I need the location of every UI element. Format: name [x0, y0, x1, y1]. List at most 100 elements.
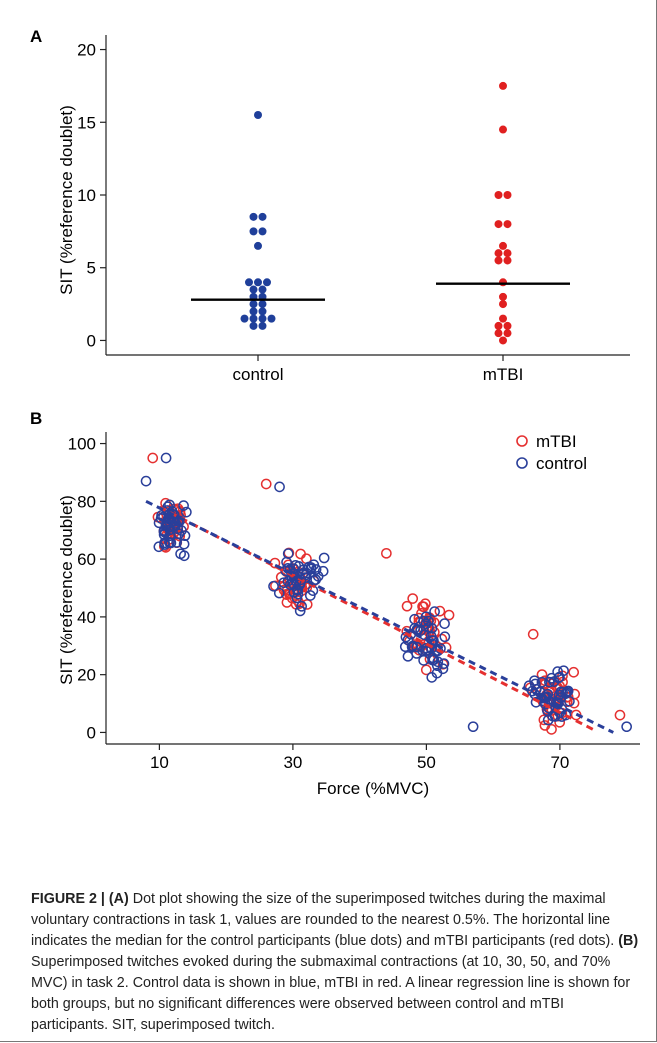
data-point [499, 241, 507, 250]
data-point [310, 574, 322, 585]
data-point [291, 592, 303, 604]
data-point [503, 321, 512, 330]
legend-marker [516, 435, 528, 447]
data-point [539, 692, 550, 703]
data-point [268, 580, 279, 592]
panel-a-dots [191, 81, 570, 345]
data-point [254, 111, 262, 119]
panel-b-points [140, 452, 633, 735]
data-point [530, 696, 542, 708]
data-point [536, 676, 548, 688]
data-point [295, 548, 306, 560]
y-tick-label: 0 [87, 331, 96, 350]
data-point [249, 321, 258, 330]
figure-caption: FIGURE 2 | (A) Dot plot showing the size… [31, 889, 643, 1036]
data-point [536, 669, 548, 680]
data-point [428, 654, 440, 666]
data-point [503, 191, 512, 199]
data-point [258, 321, 267, 330]
data-point [436, 633, 448, 645]
y-tick-label: 60 [77, 550, 96, 569]
data-point [318, 552, 330, 564]
data-point [282, 576, 294, 587]
panel-b-legend: mTBI control [516, 432, 587, 473]
data-point [249, 212, 258, 221]
data-point [249, 314, 258, 323]
data-point [494, 249, 503, 258]
data-point [494, 256, 503, 265]
data-point [278, 577, 290, 589]
data-point [499, 292, 507, 301]
caption-part-b-label: (B) [618, 933, 639, 949]
x-tick-label: mTBI [483, 365, 524, 384]
data-point [568, 697, 580, 709]
y-tick-label: 100 [68, 435, 96, 454]
y-tick-label: 10 [77, 186, 96, 205]
data-point [503, 249, 512, 258]
data-point [258, 227, 267, 236]
y-tick-label: 5 [87, 259, 96, 278]
data-point [158, 529, 170, 541]
data-point [164, 530, 176, 542]
data-point [499, 300, 507, 309]
data-point [443, 609, 455, 621]
figure-svg: A SIT (%reference doublet) 0 5 10 15 20 contr… [30, 27, 640, 798]
data-point [494, 329, 503, 338]
data-point [260, 478, 272, 490]
data-point [140, 475, 152, 487]
data-point [494, 220, 503, 229]
data-point [164, 537, 175, 548]
data-point [249, 300, 258, 309]
data-point [308, 559, 320, 571]
data-point [503, 220, 512, 229]
data-point [418, 655, 429, 666]
regression-line [145, 499, 614, 734]
y-tick-label: 0 [87, 723, 96, 742]
data-point [494, 191, 503, 199]
data-point [546, 724, 557, 735]
data-point [562, 686, 573, 697]
y-tick-label: 40 [77, 608, 96, 627]
data-point [249, 285, 258, 294]
panel-b-x-axis-label: Force (%MVC) [317, 779, 429, 798]
data-point [499, 81, 507, 90]
caption-part-a-text: Dot plot showing the size of the superim… [31, 891, 615, 949]
legend-label: control [536, 454, 587, 473]
data-point [258, 285, 267, 294]
data-point [503, 256, 512, 265]
data-point [178, 500, 189, 511]
data-point [426, 622, 438, 634]
data-point [160, 452, 172, 464]
data-point [467, 721, 479, 733]
data-point [553, 672, 564, 684]
data-point [263, 278, 271, 287]
data-point [296, 600, 307, 612]
data-point [254, 278, 262, 287]
data-point [499, 125, 507, 134]
panel-b-y-axis-label: SIT (%reference doublet) [57, 495, 76, 685]
legend-label: mTBI [536, 432, 577, 451]
x-tick-label: control [232, 365, 283, 384]
y-tick-label: 20 [77, 666, 96, 685]
y-tick-label: 20 [77, 41, 96, 60]
panel-a-label: A [30, 27, 42, 46]
data-point [552, 666, 563, 677]
panel-b: B SIT (%reference doublet) Force (%MVC) … [30, 409, 640, 798]
y-tick-label: 80 [77, 492, 96, 511]
regression-line [158, 505, 594, 731]
panel-a-y-axis-label: SIT (%reference doublet) [57, 105, 76, 295]
data-point [301, 599, 313, 610]
panel-b-ticks: 0 20 40 60 80 100 10 30 50 70 [68, 435, 570, 772]
data-point [288, 563, 300, 575]
data-point [312, 570, 324, 582]
data-point [258, 307, 267, 316]
data-point [147, 452, 159, 464]
data-point [162, 501, 174, 513]
panel-b-regression-lines [145, 499, 614, 734]
data-point [281, 589, 293, 600]
data-point [417, 601, 428, 612]
data-point [267, 314, 276, 323]
data-point [245, 278, 253, 287]
caption-part-a-label: (A) [108, 891, 129, 907]
data-point [158, 525, 170, 536]
